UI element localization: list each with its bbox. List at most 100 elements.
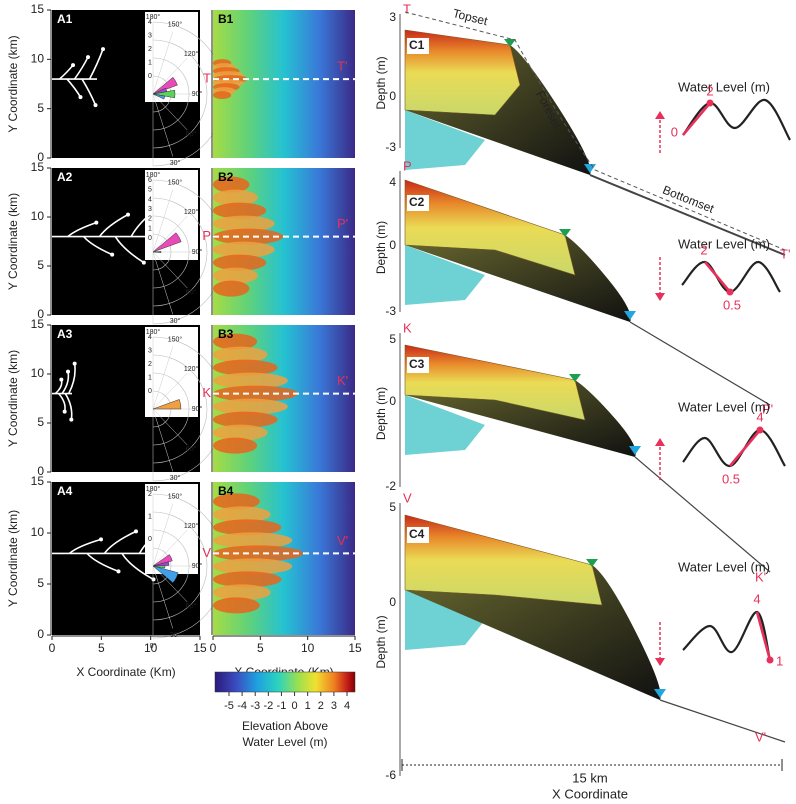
shoreline-marker: [559, 229, 571, 237]
y-axis-label: Y Coordinate (km): [6, 193, 20, 290]
rose-spoke: [152, 93, 188, 131]
depth-tick-label: 5: [389, 332, 396, 346]
y-axis-label: Y Coordinate (km): [6, 350, 20, 447]
channel-network: [52, 361, 77, 422]
channel: [67, 221, 97, 238]
channel-deposit: [213, 333, 258, 350]
channel-deposit: [213, 215, 275, 232]
rose-radial-tick: 1: [148, 514, 152, 521]
rose-angle-label: 150°: [168, 21, 183, 29]
rose-angle-label: 150°: [168, 179, 183, 187]
trend-arrowhead: [655, 111, 665, 119]
water-level-title: Water Level (m): [678, 399, 770, 414]
colorbar-label: Water Level (m): [243, 735, 328, 749]
rose-radial-tick: 0: [148, 536, 152, 543]
channel-tip: [99, 537, 103, 542]
water-level-curve: [682, 98, 791, 141]
rose-ring: [152, 511, 208, 621]
colorbar-tick-label: -4: [237, 700, 247, 712]
rose-angle-label: 60°: [186, 130, 197, 138]
water-level-highlight: [729, 429, 761, 467]
panel-label: B3: [218, 327, 234, 341]
channel: [88, 48, 104, 80]
panel-label: B2: [218, 170, 234, 184]
zone-guide: [404, 11, 786, 251]
depth-axis-label: Depth (m): [374, 221, 388, 274]
panel-label: B4: [218, 484, 234, 498]
colorbar-tick-label: -5: [224, 700, 234, 712]
y-tick-label: 15: [31, 160, 45, 174]
zone-label: Topset: [451, 6, 489, 28]
colorbar-label: Elevation Above: [242, 719, 328, 733]
rose-angle-label: 120°: [184, 365, 199, 373]
x-tick-label: 15: [348, 641, 362, 655]
channel: [83, 236, 113, 256]
delta-surface: [404, 514, 603, 606]
depth-tick-label: 0: [389, 89, 396, 103]
rose-angle-label: 90°: [192, 405, 203, 413]
y-tick-label: 10: [31, 52, 45, 66]
channel-tip: [134, 529, 138, 534]
water-level-point: [706, 99, 714, 107]
rose-angle-label: 150°: [168, 493, 183, 501]
rose-box: [145, 327, 198, 417]
water-level-value: 0.5: [722, 471, 740, 486]
y-tick-label: 0: [37, 627, 44, 641]
channel-deposit: [213, 280, 250, 297]
trend-arrowhead: [655, 438, 665, 446]
rose-wedge: [152, 554, 173, 567]
rose-spoke: [152, 31, 174, 95]
channel-deposit: [213, 91, 232, 100]
delta-surface: [404, 344, 586, 421]
colorbar-tick-label: -2: [263, 700, 273, 712]
channel: [81, 78, 97, 106]
rose-spoke: [152, 372, 188, 410]
channel-tip: [94, 220, 99, 225]
rose-angle-label: 120°: [184, 522, 199, 530]
x-tick-label: 10: [301, 641, 315, 655]
rose-wedge: [152, 89, 176, 99]
rose-radial-tick: 0: [148, 388, 152, 395]
rose-spoke: [152, 251, 188, 289]
rose-wedge: [152, 232, 182, 253]
panel-label: A4: [57, 484, 73, 498]
channel-deposit: [213, 398, 288, 415]
rose-angle-label: 90°: [192, 90, 203, 98]
rose-wedge: [152, 251, 162, 253]
panel-label-box: [407, 357, 429, 373]
channel-deposit: [213, 506, 271, 523]
channel-deposit: [213, 519, 282, 536]
depth-tick-label: -2: [385, 479, 396, 493]
depth-tick-label: 0: [389, 394, 396, 408]
section-end: P': [337, 216, 348, 231]
depth-tick-label: -3: [385, 140, 396, 154]
channel-tip: [126, 212, 130, 217]
water-level-point: [756, 426, 764, 434]
colorbar-tick-label: 2: [318, 700, 324, 712]
y-tick-label: 15: [31, 474, 45, 488]
channel-deposit: [213, 254, 267, 271]
rose-radial-tick: 4: [148, 19, 152, 26]
rose-spoke: [152, 408, 174, 472]
water-level-title: Water Level (m): [678, 79, 770, 94]
rose-radial-tick: 6: [148, 177, 152, 184]
channel-tip: [71, 63, 75, 68]
water-level-value: 1: [776, 653, 783, 668]
channel-deposit: [213, 493, 260, 510]
shoreline-marker: [586, 559, 598, 567]
colorbar-tick-label: 3: [331, 700, 337, 712]
trend-arrowhead: [655, 658, 665, 666]
y-tick-label: 0: [37, 307, 44, 321]
rose-angle-label: 150°: [168, 336, 183, 344]
bottomset-line: [629, 321, 771, 406]
toe-marker: [629, 446, 641, 455]
section-end: T': [780, 246, 790, 261]
channel: [73, 56, 89, 80]
depth-tick-label: 0: [389, 238, 396, 252]
channel-deposit: [213, 424, 268, 441]
section-start: V: [202, 545, 211, 560]
channel: [121, 552, 154, 581]
channel-deposit: [213, 267, 258, 284]
rose-radial-tick: 0: [148, 235, 152, 242]
x-tick-label: 10: [144, 641, 158, 655]
